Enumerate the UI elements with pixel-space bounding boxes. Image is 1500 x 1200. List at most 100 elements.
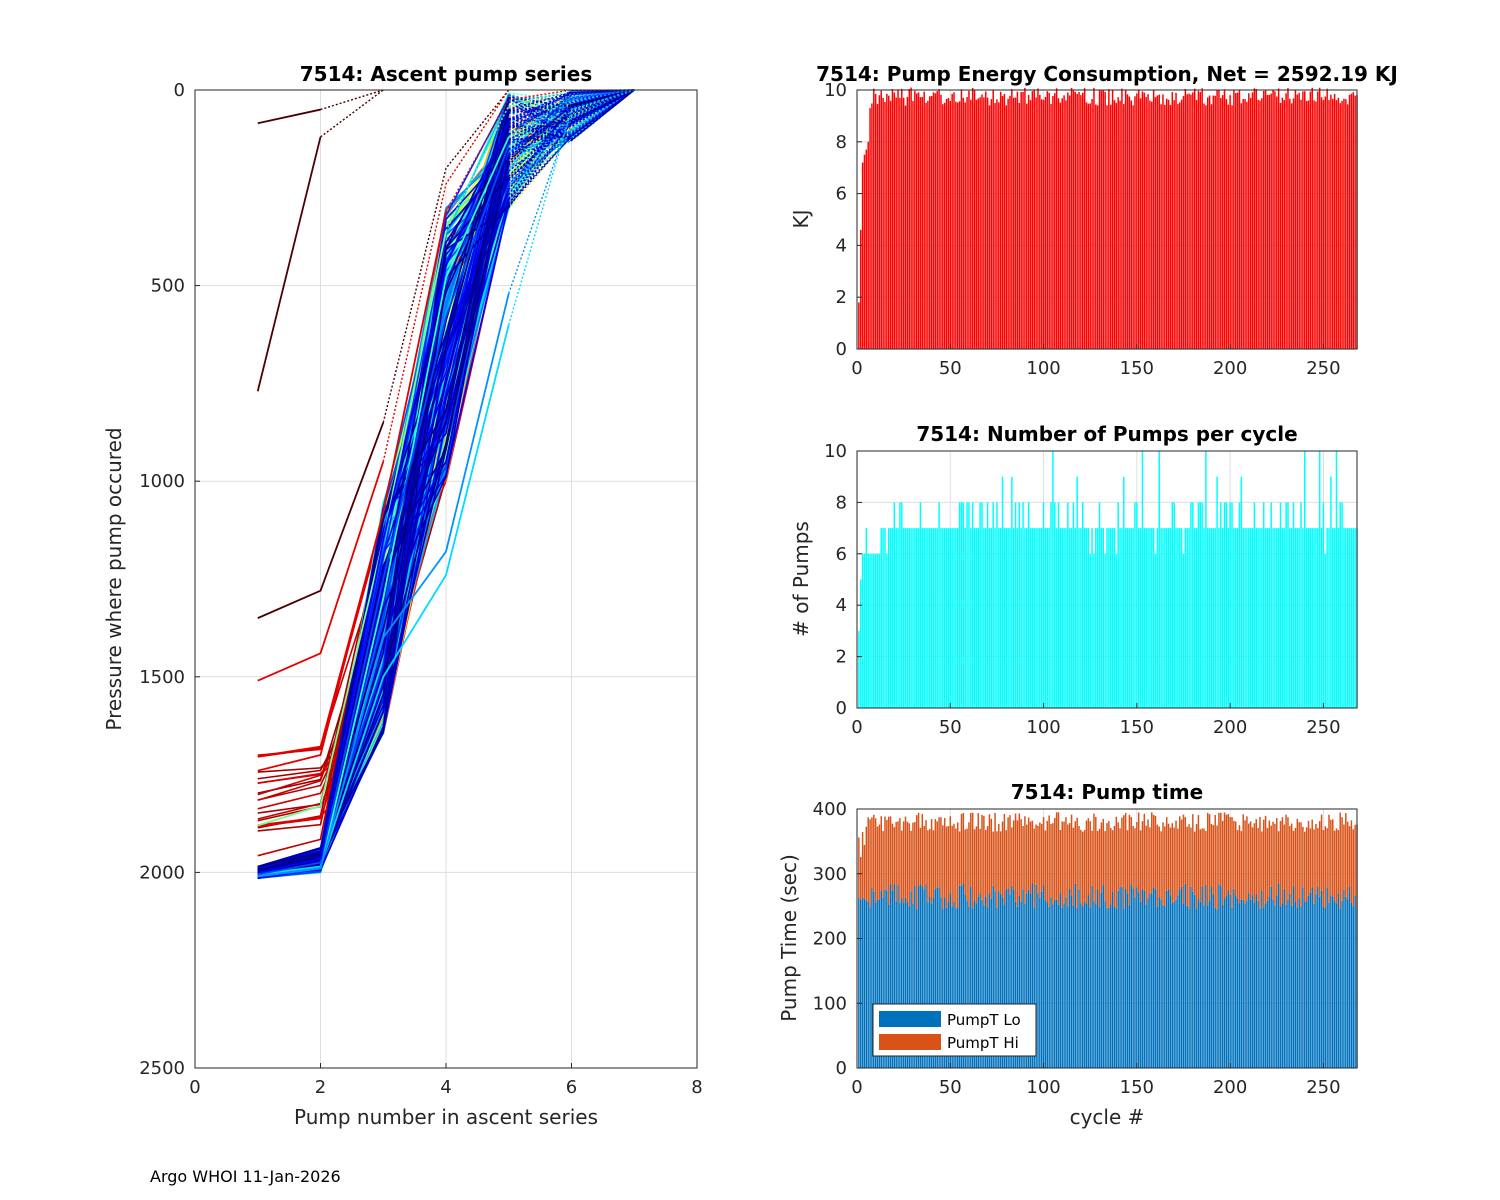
ascent-series-tail [508, 89, 635, 160]
energy-bar [1089, 103, 1091, 349]
pumptime-bar [889, 884, 892, 1068]
pumps-bar [998, 528, 1000, 708]
pumptime-bar [1050, 897, 1052, 1068]
pumptime-bar [1029, 893, 1032, 1068]
ascent-xtick-label: 4 [440, 1077, 451, 1098]
pumptime-bar [1078, 889, 1080, 1068]
pumptime-bar [1221, 820, 1224, 905]
pumptime-bar [1333, 901, 1336, 1068]
pumps-bar [1061, 528, 1063, 708]
energy-bar [1173, 100, 1175, 349]
pumptime-bar [1173, 901, 1175, 1068]
ascent-series-tail [508, 89, 635, 121]
pumptime-bar [1108, 821, 1110, 908]
pumps-bar [1332, 528, 1334, 708]
pumptime-xtick-label: 250 [1306, 1077, 1340, 1098]
energy-bar [1126, 94, 1129, 349]
pumps-bar [1298, 528, 1300, 708]
pumptime-bar [1022, 889, 1024, 1068]
ascent-series-tail [508, 89, 635, 129]
pumptime-bar [1134, 897, 1136, 1068]
pumptime-bar [1270, 886, 1272, 1068]
pumptime-bar [1065, 817, 1067, 898]
pumptime-bar [869, 907, 871, 1068]
pumps-bar [984, 528, 987, 708]
energy-bar [1024, 87, 1026, 350]
pumps-bar [1225, 502, 1228, 708]
energy-bar [1341, 101, 1343, 349]
energy-bar [1091, 99, 1093, 350]
pumptime-bar [1315, 823, 1317, 895]
pumptime-bar [1132, 888, 1134, 1068]
pumptime-bar [1214, 814, 1216, 908]
pumps-bar [1231, 502, 1233, 708]
pumptime-bar [1220, 886, 1222, 1068]
pumps-bar [1126, 528, 1129, 708]
pumptime-bar [1046, 820, 1049, 903]
pumptime-bar [953, 823, 955, 902]
pumptime-bar [1223, 812, 1226, 900]
pumptime-bar [1184, 883, 1187, 1068]
energy-bar [1199, 92, 1202, 349]
pumptime-bar [975, 903, 978, 1068]
energy-bar [1292, 98, 1295, 349]
pumptime-bar [1096, 889, 1099, 1068]
pumptime-bar [943, 818, 946, 898]
pumptime-bar [910, 891, 912, 1068]
pumptime-bar [1165, 890, 1168, 1068]
energy-xtick-label: 250 [1306, 358, 1340, 379]
energy-bar [1205, 105, 1207, 349]
pumptime-bar [859, 899, 862, 1068]
pumptime-bar [1151, 812, 1153, 894]
ascent-representative-tail [445, 89, 572, 232]
pumps-bar [1057, 502, 1060, 708]
pumps-bar [1044, 528, 1047, 708]
pumps-bar [1173, 502, 1175, 708]
pumptime-ytick-label: 0 [836, 1058, 847, 1079]
pumps-bar [1289, 528, 1291, 708]
pumptime-bar [904, 897, 907, 1068]
pumptime-bar [1246, 816, 1248, 901]
pumptime-bar [1012, 889, 1015, 1068]
pumps-bar [1180, 528, 1183, 708]
pumptime-bar [981, 814, 983, 900]
pumps-bar [1156, 528, 1159, 708]
pumptime-bar [1102, 884, 1105, 1068]
pumptime-bar [929, 897, 931, 1068]
pumptime-bar [1294, 827, 1297, 902]
pumptime-bar [1123, 908, 1125, 1068]
pumptime-bar [1040, 823, 1043, 892]
pumps-bar [1251, 528, 1254, 708]
pumps-bar [929, 528, 931, 708]
pumptime-bar [869, 819, 871, 908]
pumps-bar [1089, 553, 1091, 708]
energy-bar [1289, 98, 1291, 349]
pumps-bar [889, 528, 892, 708]
pumptime-bar [1328, 902, 1330, 1068]
energy-bar [998, 102, 1000, 350]
energy-bar [1175, 92, 1177, 350]
energy-bar [1007, 98, 1009, 350]
pumptime-bar [1287, 899, 1289, 1068]
pumptime-xtick-label: 0 [851, 1077, 862, 1098]
energy-xtick-label: 0 [851, 358, 862, 379]
pumps-bar [1216, 476, 1218, 708]
ascent-xtick-label: 2 [315, 1077, 326, 1098]
pumps-bar [912, 528, 914, 708]
pumps-bar [1317, 528, 1319, 708]
pumptime-bar [994, 812, 996, 892]
legend-swatch-hi [879, 1034, 941, 1050]
pumptime-bar [1244, 820, 1246, 904]
pumps-bar [1300, 502, 1302, 708]
pumptime-bar [1048, 906, 1050, 1068]
footer-text: Argo WHOI 11-Jan-2026 [150, 1167, 341, 1186]
pumps-bar [1022, 502, 1024, 708]
pumptime-bar [858, 837, 860, 899]
energy-bar [1182, 96, 1185, 349]
pumps-bar [871, 553, 873, 708]
pumptime-bar [1208, 814, 1211, 901]
pumptime-bar [1195, 824, 1198, 909]
pumptime-tick-labels: 0 50 100 150 200 250 0 100 200 300 400 [813, 799, 1341, 1098]
pumptime-bar [1007, 888, 1009, 1068]
pumptime-bar [1255, 894, 1257, 1068]
